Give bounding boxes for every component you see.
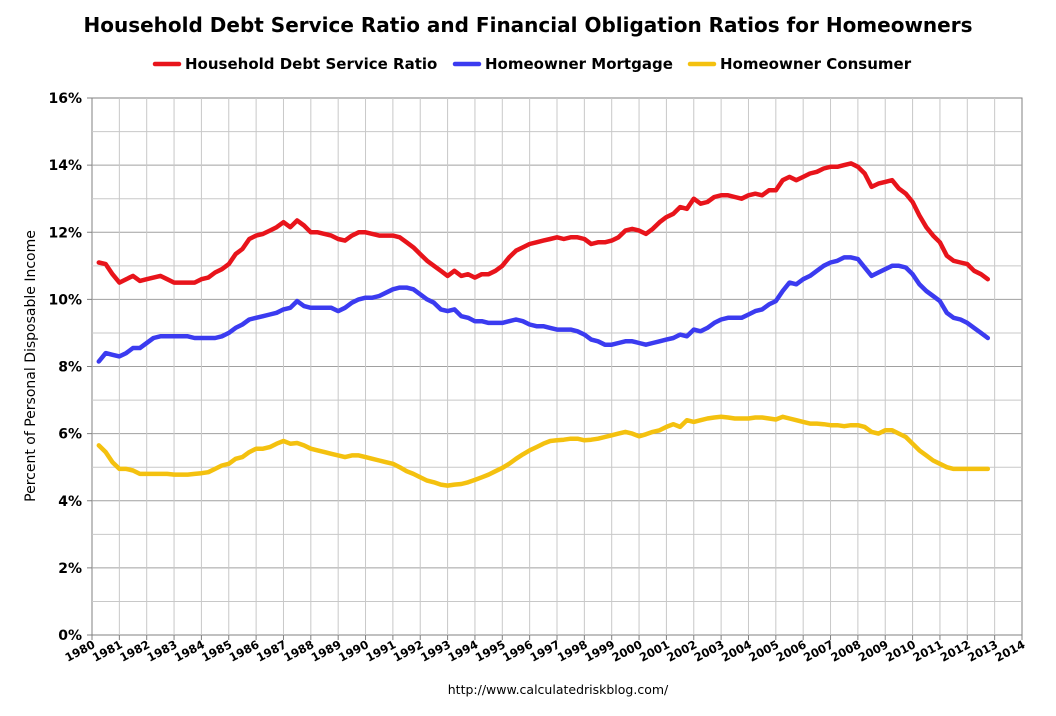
y-axis-ticks: 0% 2% 4% 6% 8% 10% 12% 14% 16% xyxy=(48,91,92,644)
y-axis-label: Percent of Personal Disposable Income xyxy=(23,230,39,502)
legend: Household Debt Service Ratio Homeowner Mo… xyxy=(152,55,912,73)
legend-label: Household Debt Service Ratio xyxy=(185,55,437,73)
series-lines xyxy=(96,161,991,488)
gridlines xyxy=(92,98,1022,635)
series-line-household-debt-service-ratio xyxy=(96,161,991,285)
y-tick-label: 2% xyxy=(58,561,82,577)
legend-label: Homeowner Consumer xyxy=(720,55,912,73)
legend-label: Homeowner Mortgage xyxy=(485,55,673,73)
y-tick-label: 8% xyxy=(58,360,82,376)
source-url: http://www.calculatedriskblog.com/ xyxy=(448,682,669,697)
y-tick-label: 10% xyxy=(48,292,82,308)
y-tick-label: 4% xyxy=(58,494,82,510)
y-tick-label: 0% xyxy=(58,628,82,644)
y-tick-label: 16% xyxy=(48,91,82,107)
chart-title: Household Debt Service Ratio and Financi… xyxy=(83,13,972,37)
y-tick-label: 14% xyxy=(48,158,82,174)
series-line-homeowner-consumer xyxy=(96,414,991,488)
y-tick-label: 6% xyxy=(58,427,82,443)
series-line-homeowner-mortgage xyxy=(96,255,991,364)
y-tick-label: 12% xyxy=(48,225,82,241)
